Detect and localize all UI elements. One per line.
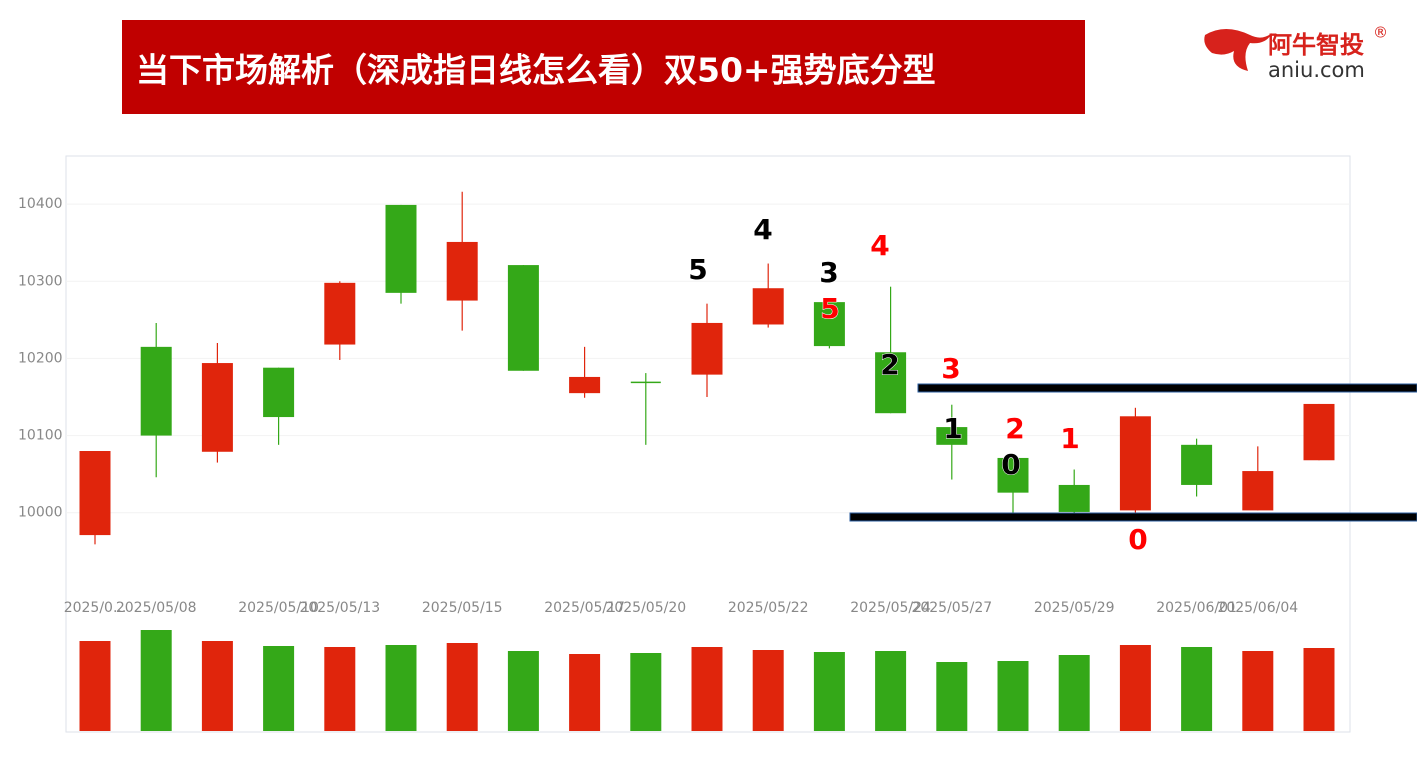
- support-line: [849, 512, 1417, 522]
- logo-site: aniu.com: [1268, 58, 1365, 82]
- candle-body: [79, 451, 111, 536]
- annotation: 5: [820, 292, 839, 325]
- plot: 10000101001020010300104002025/0...2025/0…: [18, 191, 1350, 731]
- y-tick-label: 10400: [18, 196, 63, 212]
- x-tick-label: 2025/05/29: [1034, 600, 1115, 616]
- x-tick-label: 2025/05/13: [299, 600, 380, 616]
- chart-frame: [65, 155, 1351, 733]
- volume-bar: [1058, 655, 1090, 731]
- volume-bar: [752, 650, 784, 731]
- annotation: 0: [1001, 448, 1020, 481]
- volume-bar: [507, 651, 539, 731]
- annotation: 2: [880, 348, 899, 381]
- volume-bar: [446, 643, 478, 731]
- volume-bar: [936, 662, 968, 731]
- volume-bar: [385, 645, 417, 731]
- annotation: 1: [1060, 422, 1079, 455]
- volume-bar: [813, 652, 845, 731]
- candle-body: [997, 457, 1029, 493]
- x-tick-label: 2025/05/10: [238, 600, 319, 616]
- volume-bar: [1181, 647, 1213, 731]
- x-tick-label: 2025/05/15: [422, 600, 503, 616]
- volume-bar: [201, 641, 233, 731]
- logo-mark: ®: [1373, 24, 1388, 42]
- candle-body: [1058, 484, 1090, 512]
- volume-bar: [630, 653, 662, 731]
- annotation: 3: [941, 352, 960, 385]
- candle-body: [140, 346, 172, 436]
- candle-body: [569, 376, 601, 394]
- x-tick-label: 2025/05/22: [728, 600, 809, 616]
- candle-body: [385, 204, 417, 293]
- candle-body: [875, 352, 907, 414]
- annotation: 4: [753, 213, 772, 246]
- y-tick-label: 10300: [18, 273, 63, 289]
- volume-bar: [79, 641, 111, 731]
- candle-body: [752, 288, 784, 325]
- volume-bar: [569, 654, 601, 731]
- annotation: 1: [943, 412, 962, 445]
- logo-text: 阿牛智投: [1268, 31, 1364, 59]
- candle-body: [936, 427, 968, 445]
- volume-bar: [691, 647, 723, 731]
- candle-body: [324, 282, 356, 345]
- x-tick-label: 2025/05/17: [544, 600, 625, 616]
- y-tick-label: 10200: [18, 350, 63, 366]
- volume-bar: [324, 647, 356, 731]
- candle-body: [201, 363, 233, 452]
- x-tick-label: 2025/05/24: [850, 600, 931, 616]
- volume-bar: [1303, 648, 1335, 731]
- annotation: 4: [870, 229, 889, 262]
- volume-bar: [1242, 651, 1274, 731]
- volume-bar: [1119, 645, 1151, 731]
- candle-body: [1303, 403, 1335, 461]
- annotation: 2: [1005, 412, 1024, 445]
- logo: 阿牛智投 ® aniu.com: [1204, 24, 1388, 82]
- volume-bar: [875, 651, 907, 731]
- logo-icon: [1204, 29, 1272, 71]
- x-tick-label: 2025/05/20: [605, 600, 686, 616]
- volume-bar: [263, 646, 295, 731]
- candle-body: [1181, 444, 1213, 485]
- annotation: 3: [819, 256, 838, 289]
- volume-bar: [997, 661, 1029, 731]
- x-tick-label: 2025/05/08: [116, 600, 197, 616]
- candle-body: [691, 322, 723, 375]
- title-banner: [122, 20, 1085, 114]
- candle-body: [263, 367, 295, 418]
- y-tick-label: 10000: [18, 505, 63, 521]
- x-tick-label: 2025/05/27: [911, 600, 992, 616]
- annotation: 0: [1128, 523, 1147, 556]
- annotation: 5: [688, 253, 707, 286]
- volume-bar: [140, 630, 172, 731]
- x-tick-label: 2025/06/04: [1217, 600, 1298, 616]
- x-tick-label: 2025/0...: [64, 600, 127, 616]
- candle-body: [813, 302, 845, 347]
- candle-body: [1119, 416, 1151, 511]
- title: 当下市场解析（深成指日线怎么看）双50+强势底分型: [136, 51, 936, 90]
- candle-body: [1242, 471, 1274, 511]
- candle-body: [446, 241, 478, 301]
- candle-body: [507, 265, 539, 371]
- y-tick-label: 10100: [18, 428, 63, 444]
- x-tick-label: 2025/06/01: [1156, 600, 1237, 616]
- resistance-line: [917, 383, 1417, 393]
